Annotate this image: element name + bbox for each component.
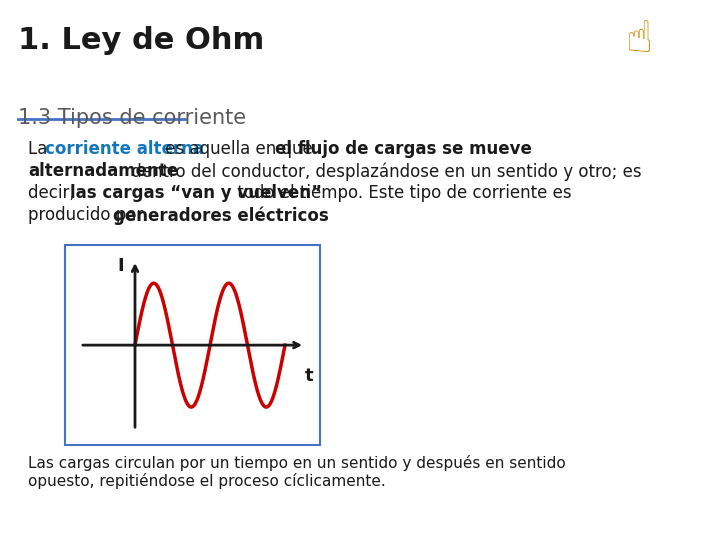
Text: el flujo de cargas se mueve: el flujo de cargas se mueve	[275, 140, 532, 158]
Text: ☝: ☝	[626, 18, 652, 60]
Text: opuesto, repitiéndose el proceso cíclicamente.: opuesto, repitiéndose el proceso cíclica…	[28, 473, 386, 489]
Text: I: I	[117, 257, 124, 275]
Text: dentro del conductor, desplazándose en un sentido y otro; es: dentro del conductor, desplazándose en u…	[126, 162, 642, 181]
Text: La: La	[28, 140, 53, 158]
Text: generadores eléctricos: generadores eléctricos	[113, 206, 329, 225]
Text: Las cargas circulan por un tiempo en un sentido y después en sentido: Las cargas circulan por un tiempo en un …	[28, 455, 566, 471]
Bar	[65, 245, 320, 445]
Text: .: .	[256, 206, 261, 224]
Text: es aquella en que: es aquella en que	[160, 140, 318, 158]
Text: corriente alterna: corriente alterna	[45, 140, 204, 158]
Text: todo el tiempo. Este tipo de corriente es: todo el tiempo. Este tipo de corriente e…	[232, 184, 572, 202]
Text: 1.3 Tipos de corriente: 1.3 Tipos de corriente	[18, 109, 246, 129]
Text: t: t	[305, 367, 314, 385]
Text: decir,: decir,	[28, 184, 80, 202]
Text: alternadamente: alternadamente	[28, 162, 178, 180]
Text: 1. Ley de Ohm: 1. Ley de Ohm	[18, 26, 264, 55]
Text: producido por: producido por	[28, 206, 148, 224]
Text: las cargas “van y vuelven”: las cargas “van y vuelven”	[70, 184, 322, 202]
